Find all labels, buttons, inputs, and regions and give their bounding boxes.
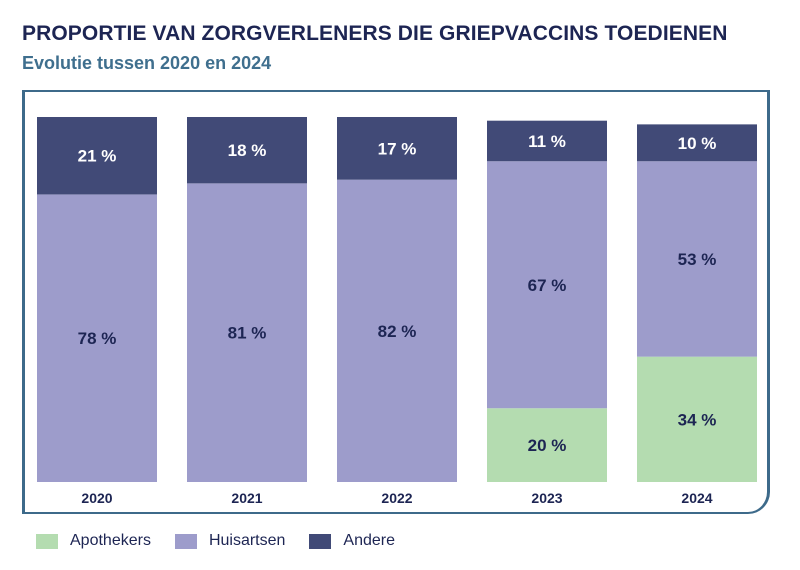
data-label-huisartsen-2020: 78 % — [78, 329, 117, 348]
legend-label-andere: Andere — [343, 532, 396, 549]
legend-label-huisartsen: Huisartsen — [208, 532, 286, 549]
x-tick-label-2022: 2022 — [381, 490, 412, 506]
bar-apothekers-2023 — [487, 408, 607, 482]
x-tick-label-2020: 2020 — [81, 490, 112, 506]
data-label-andere-2024: 10 % — [678, 134, 717, 153]
bar-huisartsen-2021 — [187, 183, 307, 482]
data-label-andere-2021: 18 % — [228, 141, 267, 160]
bar-huisartsen-2023 — [487, 161, 607, 409]
data-label-huisartsen-2022: 82 % — [378, 322, 417, 341]
bar-apothekers-2024 — [637, 356, 757, 482]
legend-swatch-huisartsen — [174, 533, 197, 549]
chart-title: PROPORTIE VAN ZORGVERLENERS DIE GRIEPVAC… — [22, 22, 728, 45]
bar-andere-2023 — [487, 120, 607, 162]
bar-huisartsen-2020 — [37, 194, 157, 482]
x-tick-label-2023: 2023 — [531, 490, 562, 506]
data-label-andere-2023: 11 % — [528, 132, 566, 151]
data-label-apothekers-2024: 34 % — [678, 410, 717, 429]
bar-huisartsen-2024 — [637, 161, 757, 357]
bar-andere-2024 — [637, 124, 757, 162]
legend-item-apothekers: Apothekers — [36, 532, 151, 550]
legend: Apothekers Huisartsen Andere — [36, 532, 419, 550]
legend-item-huisartsen: Huisartsen — [174, 532, 286, 550]
bar-andere-2021 — [187, 117, 307, 184]
bar-andere-2022 — [337, 117, 457, 180]
legend-label-apothekers: Apothekers — [70, 532, 151, 549]
data-label-huisartsen-2021: 81 % — [228, 324, 267, 343]
bar-andere-2020 — [37, 117, 157, 195]
data-label-andere-2020: 21 % — [78, 147, 117, 166]
chart-subtitle: Evolutie tussen 2020 en 2024 — [22, 53, 272, 73]
data-label-huisartsen-2023: 67 % — [528, 276, 567, 295]
legend-item-andere: Andere — [309, 532, 395, 550]
x-tick-label-2024: 2024 — [681, 490, 712, 506]
data-label-huisartsen-2024: 53 % — [678, 250, 717, 269]
x-tick-label-2021: 2021 — [231, 490, 262, 506]
bar-huisartsen-2022 — [337, 179, 457, 483]
chart-frame — [22, 90, 770, 514]
legend-swatch-apothekers — [36, 533, 58, 549]
data-label-andere-2022: 17 % — [378, 139, 417, 158]
legend-swatch-andere — [309, 533, 332, 549]
data-label-apothekers-2023: 20 % — [528, 436, 567, 455]
